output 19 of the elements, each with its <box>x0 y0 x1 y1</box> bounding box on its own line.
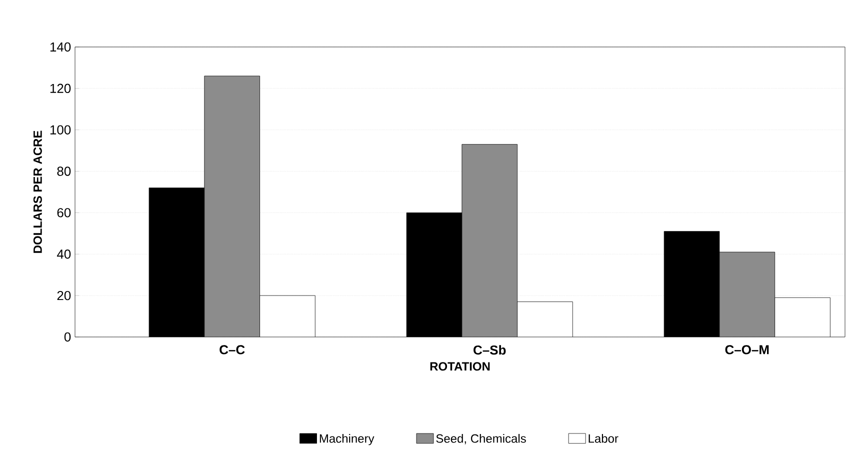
bar <box>204 76 260 337</box>
y-axis-title: DOLLARS PER ACRE <box>33 130 42 253</box>
y-tick-label: 20 <box>57 290 71 300</box>
y-tick-label: 40 <box>56 250 71 259</box>
y-tick-label: 120 <box>50 84 71 94</box>
legend-label: Labor <box>588 434 618 443</box>
legend-label: Seed, Chemicals <box>436 434 526 444</box>
x-tick-label: C–C <box>220 345 245 354</box>
y-tick-label: 60 <box>57 208 71 218</box>
y-tick-label: 100 <box>50 125 71 134</box>
x-tick-label: C–Sb <box>474 345 506 355</box>
y-tick-label: 80 <box>57 166 71 176</box>
y-tick-label: 0 <box>64 332 71 342</box>
legend-label: Machinery <box>320 434 374 446</box>
bar <box>462 144 518 337</box>
x-tick-label: C–O–M <box>725 345 769 354</box>
y-tick-label: 140 <box>50 42 71 52</box>
x-axis-title: ROTATION <box>430 362 490 371</box>
bar <box>719 252 776 337</box>
